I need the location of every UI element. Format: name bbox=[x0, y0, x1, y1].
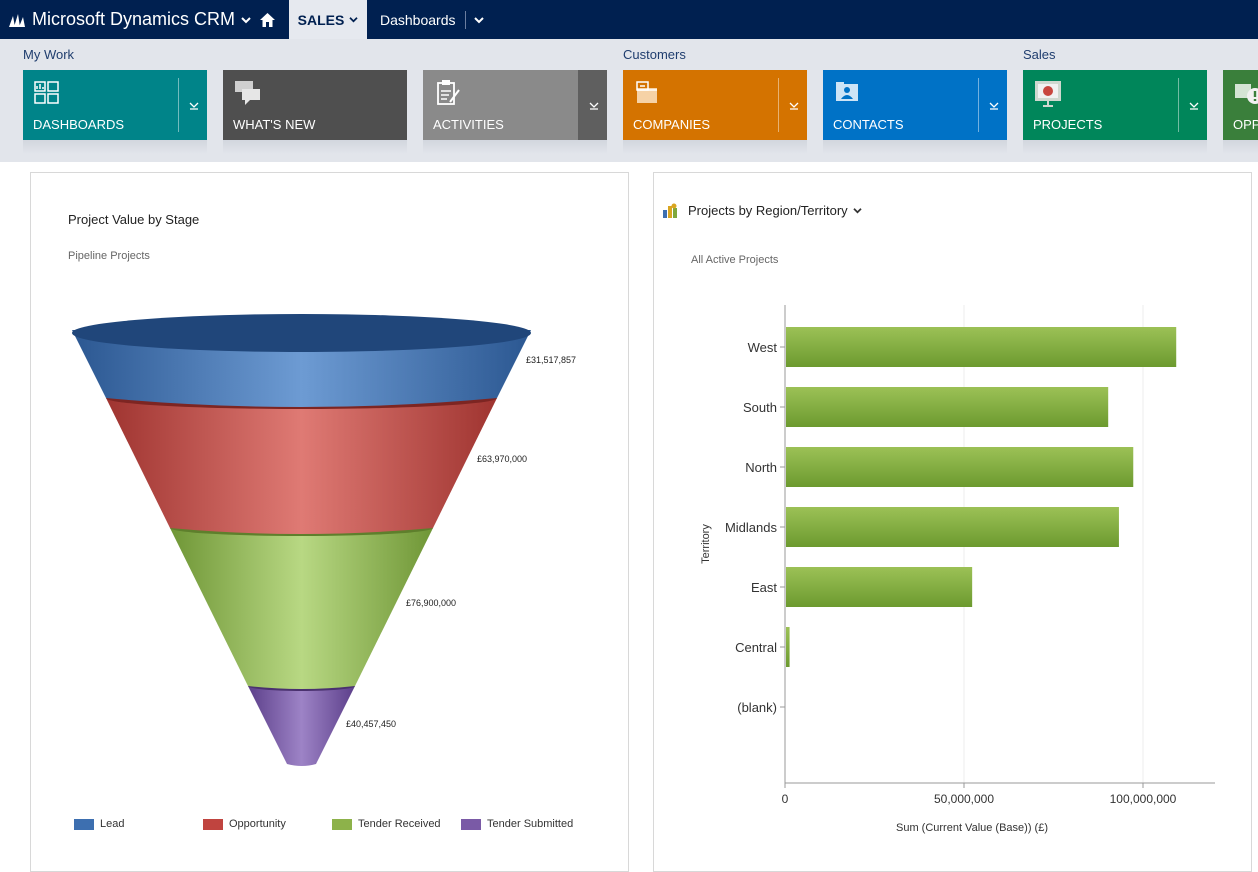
legend-swatch bbox=[74, 819, 94, 830]
bar-chart-title[interactable]: Projects by Region/Territory bbox=[688, 203, 848, 218]
chart-icon bbox=[662, 203, 679, 219]
tile-divider bbox=[1178, 78, 1179, 132]
y-tick-label: South bbox=[743, 400, 777, 415]
tile-label: COMPANIES bbox=[633, 117, 710, 132]
legend-swatch bbox=[461, 819, 481, 830]
opportunities-icon bbox=[1233, 78, 1258, 108]
bar-south[interactable] bbox=[786, 387, 1108, 427]
legend-label: Tender Received bbox=[358, 818, 441, 830]
x-axis-title: Sum (Current Value (Base)) (£) bbox=[896, 822, 1048, 834]
tile-contacts[interactable]: CONTACTS bbox=[823, 70, 1007, 140]
y-tick-label: Midlands bbox=[725, 520, 778, 535]
tile-shadow bbox=[1223, 140, 1258, 154]
bar-central[interactable] bbox=[786, 627, 790, 667]
expand-icon[interactable] bbox=[1189, 100, 1199, 110]
x-tick-label: 0 bbox=[782, 792, 789, 806]
funnel-value-tender-received: £76,900,000 bbox=[406, 598, 456, 608]
legend-item-tender-received: Tender Received bbox=[332, 818, 441, 830]
tile-shadow bbox=[823, 140, 1007, 154]
funnel-value-opportunity: £63,970,000 bbox=[477, 454, 527, 464]
bar-chart: West South North Midlands East Central (blank)… bbox=[653, 290, 1253, 850]
funnel-segment-tender-received[interactable] bbox=[170, 528, 433, 689]
bar-chart-view: All Active Projects bbox=[691, 254, 778, 266]
legend-label: Tender Submitted bbox=[487, 818, 573, 830]
legend-label: Opportunity bbox=[229, 818, 286, 830]
expand-icon[interactable] bbox=[989, 100, 999, 110]
bar-west[interactable] bbox=[786, 327, 1176, 367]
tile-projects[interactable]: PROJECTS bbox=[1023, 70, 1207, 140]
bar-chart-title-selector[interactable]: Projects by Region/Territory bbox=[688, 203, 862, 218]
x-tick-label: 50,000,000 bbox=[934, 792, 994, 806]
tile-divider bbox=[778, 78, 779, 132]
tile-shadow bbox=[623, 140, 807, 154]
funnel-segment-opportunity[interactable] bbox=[106, 398, 497, 534]
tile-label: OPP bbox=[1233, 117, 1258, 132]
bar-east[interactable] bbox=[786, 567, 972, 607]
y-tick-label: North bbox=[745, 460, 777, 475]
projects-icon bbox=[1033, 78, 1063, 108]
group-label-sales: Sales bbox=[1023, 47, 1056, 62]
tile-label: PROJECTS bbox=[1033, 117, 1102, 132]
contacts-icon bbox=[833, 78, 863, 108]
bar-north[interactable] bbox=[786, 447, 1133, 487]
y-tick-label: Central bbox=[735, 640, 777, 655]
legend-swatch bbox=[332, 819, 352, 830]
bar-midlands[interactable] bbox=[786, 507, 1119, 547]
funnel-chart bbox=[0, 0, 640, 866]
legend-item-lead: Lead bbox=[74, 818, 124, 830]
tile-label: CONTACTS bbox=[833, 117, 904, 132]
y-tick-label: West bbox=[748, 340, 778, 355]
funnel-value-lead: £31,517,857 bbox=[526, 355, 576, 365]
tile-shadow bbox=[1023, 140, 1207, 154]
legend-swatch bbox=[203, 819, 223, 830]
tile-companies[interactable]: COMPANIES bbox=[623, 70, 807, 140]
legend-item-opportunity: Opportunity bbox=[203, 818, 286, 830]
y-axis-title: Territory bbox=[700, 524, 712, 564]
tile-opportunities[interactable]: OPP bbox=[1223, 70, 1258, 140]
y-tick-label: East bbox=[751, 580, 777, 595]
funnel-segment-lead-top bbox=[72, 314, 531, 352]
tile-divider bbox=[978, 78, 979, 132]
legend-item-tender-submitted: Tender Submitted bbox=[461, 818, 573, 830]
y-tick-label: (blank) bbox=[737, 700, 777, 715]
x-tick-label: 100,000,000 bbox=[1110, 792, 1177, 806]
chevron-down-icon[interactable] bbox=[853, 207, 862, 214]
legend-label: Lead bbox=[100, 818, 124, 830]
expand-icon[interactable] bbox=[789, 100, 799, 110]
funnel-segment-tender-submitted[interactable] bbox=[248, 686, 355, 766]
funnel-value-tender-submitted: £40,457,450 bbox=[346, 719, 396, 729]
